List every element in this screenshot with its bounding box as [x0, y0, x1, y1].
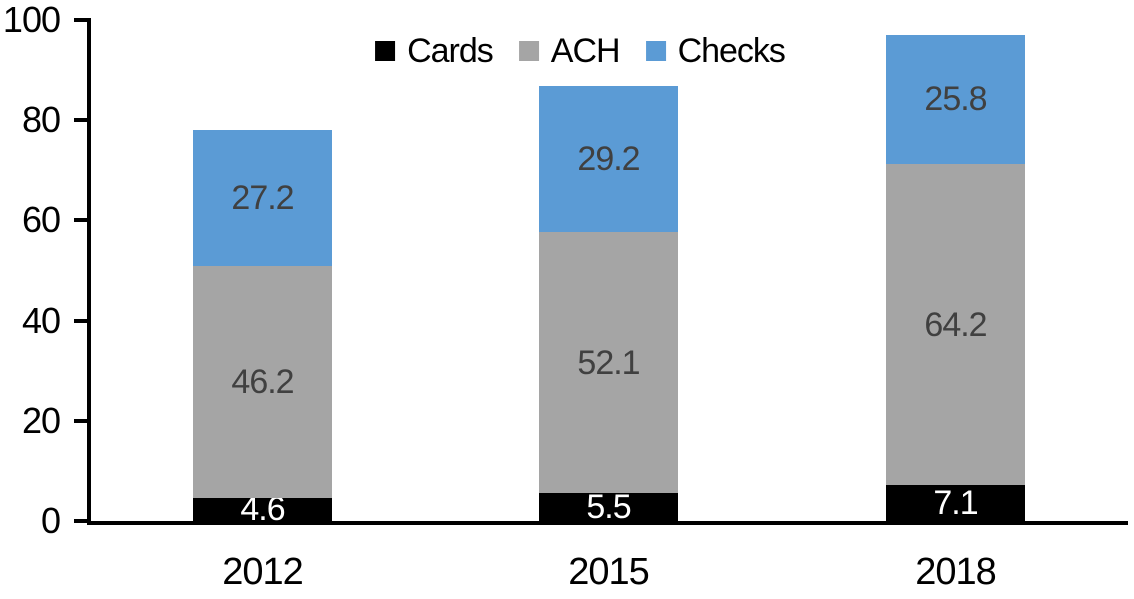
legend-item-ach: ACH — [518, 32, 621, 70]
y-axis-tick — [74, 519, 87, 523]
data-label: 46.2 — [231, 363, 294, 402]
data-label: 4.6 — [240, 490, 285, 529]
bar-segment-checks-2018: 25.8 — [886, 34, 1025, 164]
y-tick-label: 100 — [2, 0, 61, 40]
legend-item-checks: Checks — [645, 32, 786, 70]
chart-legend: Cards ACH Checks — [375, 32, 786, 70]
data-label: 29.2 — [577, 140, 640, 179]
y-tick-label: 80 — [21, 99, 61, 141]
data-label: 27.2 — [231, 179, 294, 218]
bar-segment-cards-2018: 7.1 — [886, 485, 1025, 521]
y-axis-tick — [74, 118, 87, 123]
y-tick-label: 60 — [21, 199, 61, 241]
bar-segment-checks-2015: 29.2 — [539, 86, 678, 233]
legend-label: ACH — [550, 32, 621, 70]
y-axis-tick — [74, 18, 87, 22]
y-axis-line — [87, 18, 91, 525]
bar-segment-ach-2018: 64.2 — [886, 163, 1025, 486]
data-label: 5.5 — [586, 488, 631, 527]
bar-segment-cards-2015: 5.5 — [539, 488, 678, 527]
y-axis-tick — [74, 218, 87, 223]
legend-swatch-icon — [518, 41, 539, 61]
legend-swatch-icon — [375, 41, 396, 61]
legend-item-cards: Cards — [375, 32, 494, 70]
data-label: 7.1 — [933, 484, 978, 523]
y-tick-label: 40 — [21, 299, 61, 341]
y-axis-tick — [74, 318, 87, 323]
legend-label: Cards — [407, 32, 494, 70]
legend-swatch-icon — [645, 41, 666, 61]
bar-segment-ach-2012: 46.2 — [193, 266, 332, 498]
bar-segment-checks-2012: 27.2 — [193, 130, 332, 267]
x-category-label: 2012 — [222, 551, 304, 593]
data-label: 25.8 — [924, 80, 987, 119]
x-axis-line — [87, 521, 1128, 525]
legend-label: Checks — [677, 32, 786, 70]
data-label: 52.1 — [577, 343, 640, 382]
y-axis-tick — [74, 418, 87, 423]
x-category-label: 2018 — [915, 551, 997, 593]
bar-segment-cards-2012: 4.6 — [193, 492, 332, 526]
data-label: 64.2 — [924, 305, 987, 344]
y-tick-label: 0 — [40, 500, 61, 541]
x-category-label: 2015 — [568, 551, 650, 593]
bar-segment-ach-2015: 52.1 — [539, 232, 678, 494]
y-tick-label: 20 — [21, 399, 61, 441]
